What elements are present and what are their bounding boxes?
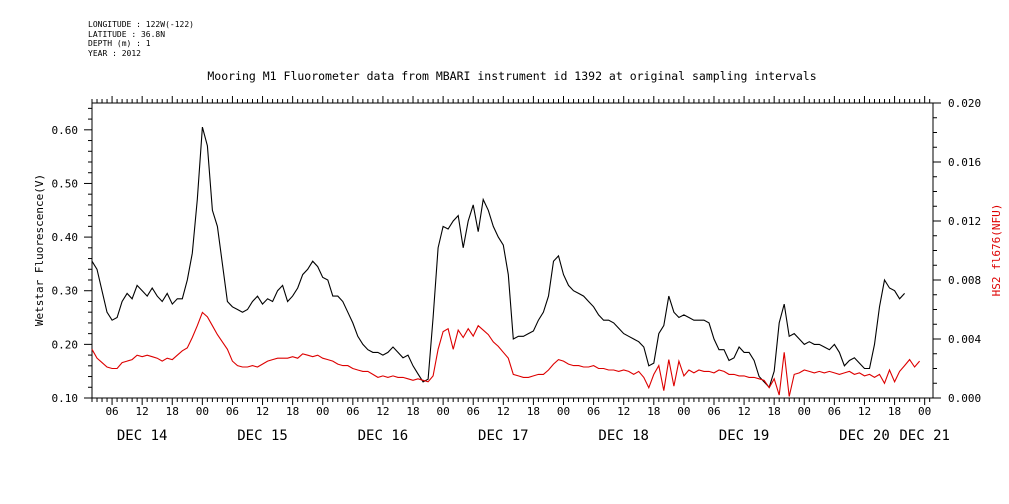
series-hs2-line <box>91 311 921 397</box>
x-day-label: DEC 20 <box>839 428 890 444</box>
chart-title: Mooring M1 Fluorometer data from MBARI i… <box>207 69 816 83</box>
y-axis-right-label: HS2 fl676(NFU) <box>990 204 1003 297</box>
x-day-label: DEC 21 <box>899 428 950 444</box>
x-tick-label: 06 <box>226 405 239 418</box>
x-tick-label: 18 <box>888 405 901 418</box>
y-left-tick-label: 0.40 <box>52 231 79 244</box>
x-day-label: DEC 17 <box>478 428 529 444</box>
x-tick-label: 18 <box>286 405 299 418</box>
x-tick-label: 18 <box>166 405 179 418</box>
y-left-tick-label: 0.20 <box>52 338 79 351</box>
x-tick-label: 18 <box>768 405 781 418</box>
x-tick-label: 06 <box>467 405 480 418</box>
x-tick-label: 06 <box>587 405 600 418</box>
y-left-tick-label: 0.30 <box>52 285 79 298</box>
series-lines <box>91 126 921 397</box>
x-tick-label: 00 <box>557 405 570 418</box>
y-left-tick-label: 0.50 <box>52 177 79 190</box>
x-tick-label: 12 <box>136 405 149 418</box>
x-tick-label: 00 <box>196 405 209 418</box>
x-day-label: DEC 15 <box>237 428 288 444</box>
x-tick-label: 18 <box>647 405 660 418</box>
x-tick-label: 00 <box>918 405 931 418</box>
plot-frame <box>91 102 934 399</box>
x-tick-label: 12 <box>376 405 389 418</box>
x-tick-label: 12 <box>256 405 269 418</box>
x-tick-label: 12 <box>617 405 630 418</box>
axis-ticks <box>84 96 941 405</box>
x-tick-label: 12 <box>737 405 750 418</box>
x-day-label: DEC 19 <box>719 428 770 444</box>
metadata-depth: DEPTH (m) : 1 <box>88 39 151 48</box>
x-tick-label: 06 <box>105 405 118 418</box>
metadata-latitude: LATITUDE : 36.8N <box>88 29 166 39</box>
y-right-tick-label: 0.012 <box>948 215 981 228</box>
metadata-longitude: LONGITUDE : 122W(-122) <box>88 20 194 29</box>
metadata-block: LONGITUDE : 122W(-122) LATITUDE : 36.8N … <box>88 20 194 58</box>
metadata-year: YEAR : 2012 <box>88 48 141 58</box>
x-tick-label: 12 <box>497 405 510 418</box>
x-day-label: DEC 18 <box>598 428 649 444</box>
axis-labels: 06 12 18 00 06 12 18 00 06 12 18 00 06 12 18 00 06 12 18 00… <box>52 97 982 444</box>
y-right-tick-label: 0.008 <box>948 274 981 287</box>
x-tick-label: 06 <box>346 405 359 418</box>
y-axis-left-label: Wetstar Fluorescence(V) <box>33 174 46 326</box>
x-tick-label: 12 <box>858 405 871 418</box>
x-tick-label: 00 <box>436 405 449 418</box>
x-tick-label: 00 <box>677 405 690 418</box>
y-left-tick-label: 0.60 <box>52 124 79 137</box>
x-tick-label: 00 <box>798 405 811 418</box>
x-tick-label: 18 <box>527 405 540 418</box>
y-right-tick-label: 0.016 <box>948 156 981 169</box>
x-tick-label: 18 <box>406 405 419 418</box>
y-right-tick-label: 0.000 <box>948 392 981 405</box>
x-tick-label: 00 <box>316 405 329 418</box>
x-tick-label: 06 <box>828 405 841 418</box>
y-left-tick-label: 0.10 <box>52 392 79 405</box>
x-day-label: DEC 16 <box>358 428 409 444</box>
x-tick-label: 06 <box>707 405 720 418</box>
x-day-label: DEC 14 <box>117 428 168 444</box>
y-right-tick-label: 0.004 <box>948 333 981 346</box>
y-right-tick-label: 0.020 <box>948 97 981 110</box>
series-wetstar-line <box>91 126 906 389</box>
